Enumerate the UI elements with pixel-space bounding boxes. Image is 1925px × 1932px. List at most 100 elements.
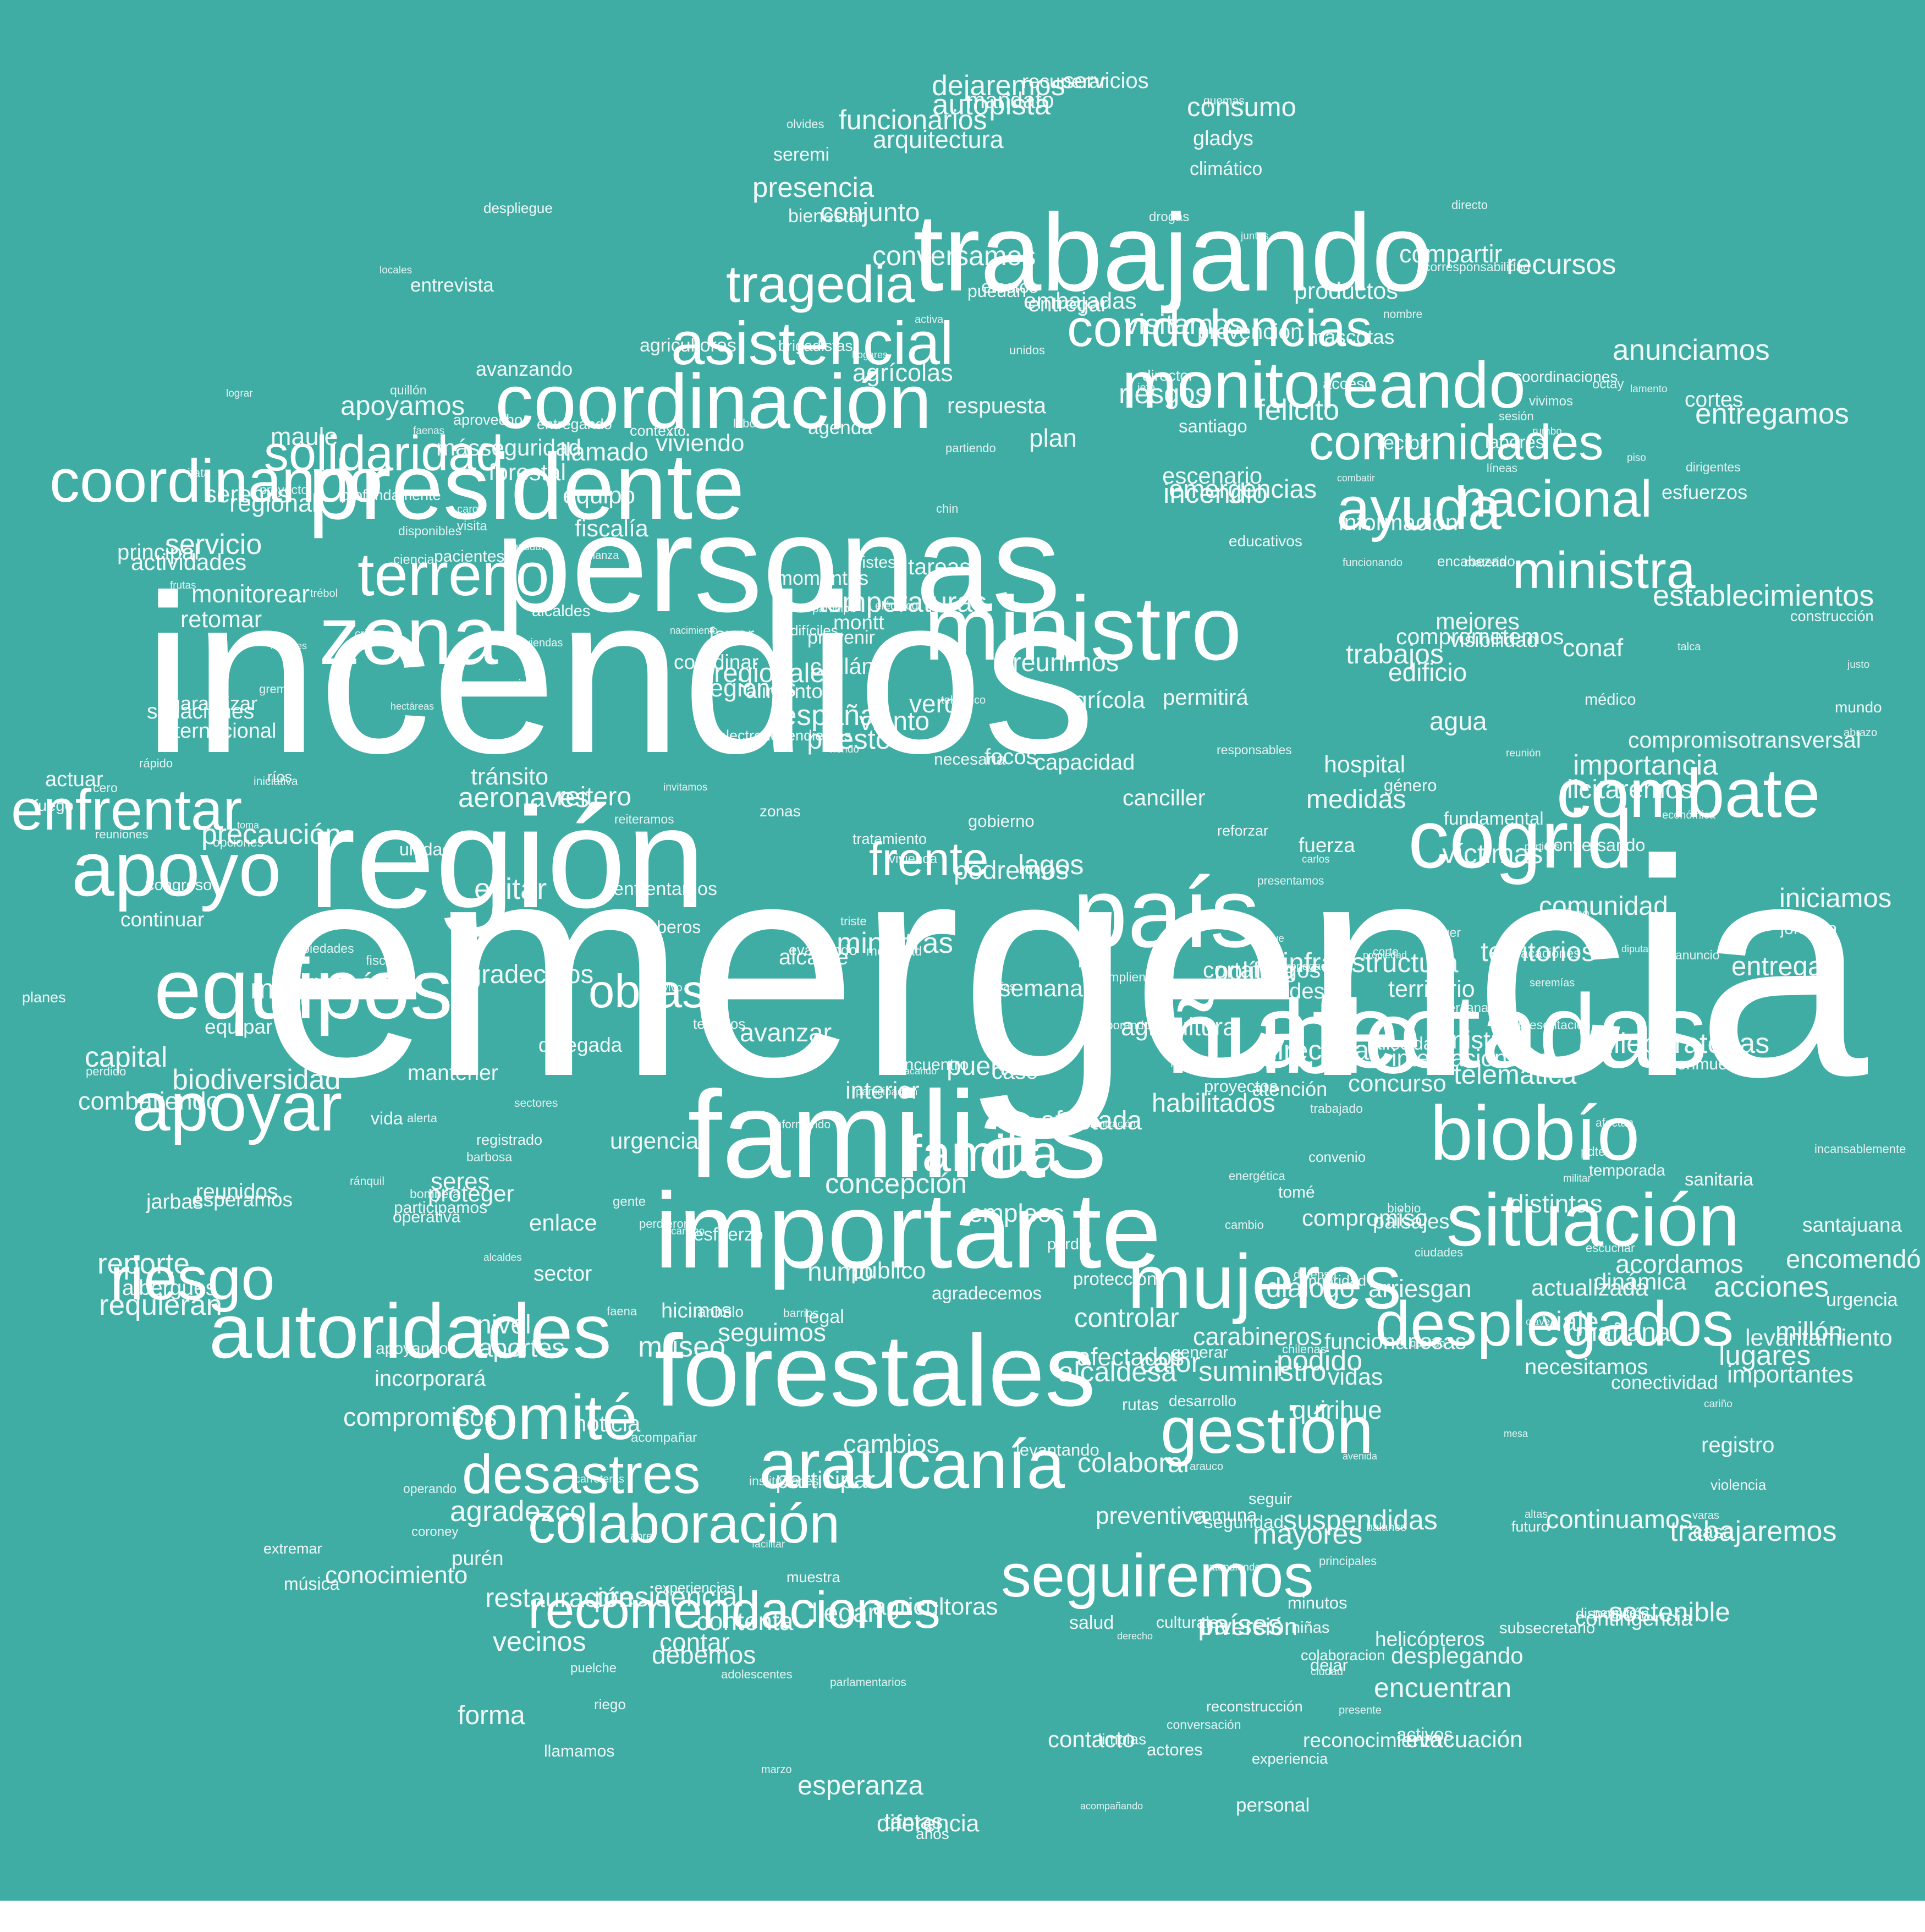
cloud-word-fuerza: fuerza xyxy=(1299,834,1355,857)
cloud-word-viento: viento xyxy=(859,707,930,736)
cloud-word-reconstrucción: reconstrucción xyxy=(1206,1698,1303,1715)
cloud-word-mundo: mundo xyxy=(1835,699,1882,716)
cloud-word-materia: materia xyxy=(1464,555,1506,569)
cloud-word-productos: productos xyxy=(1294,278,1398,304)
cloud-word-sector: sector xyxy=(534,1262,592,1286)
cloud-word-avenida: avenida xyxy=(1343,1451,1378,1462)
cloud-word-trabajaremos: trabajaremos xyxy=(1670,1516,1837,1547)
cloud-word-alerta: alerta xyxy=(407,1111,438,1125)
cloud-word-podido: podido xyxy=(1277,1345,1363,1377)
cloud-word-limpias: limpias xyxy=(1098,1731,1147,1748)
cloud-word-mejores: mejores xyxy=(1436,608,1520,635)
cloud-word-económica: económica xyxy=(1662,809,1715,821)
cloud-word-condolencias: condolencias xyxy=(1067,299,1372,358)
cloud-word-parlamentarios: parlamentarios xyxy=(830,1676,906,1689)
cloud-word-emergencias: emergencias xyxy=(1169,474,1317,503)
cloud-word-necesitamos: necesitamos xyxy=(1525,1355,1648,1379)
cloud-word-viaje: viaje xyxy=(1542,1306,1599,1337)
cloud-word-rutas: rutas xyxy=(1122,1396,1159,1414)
cloud-word-jornada: jornada xyxy=(1780,919,1838,938)
cloud-word-responsables: responsables xyxy=(1217,743,1292,757)
cloud-word-equipar: equipar xyxy=(205,1016,273,1038)
cloud-word-gente: gente xyxy=(613,1194,646,1209)
cloud-word-vidas: vidas xyxy=(1328,1364,1383,1390)
cloud-word-itata: itata xyxy=(188,466,211,480)
cloud-word-vecinos: vecinos xyxy=(493,1626,586,1657)
cloud-word-despliegue: despliegue xyxy=(483,200,553,216)
cloud-word-jarbas: jarbas xyxy=(146,1190,204,1214)
cloud-word-recoger: recoger xyxy=(1418,925,1461,940)
cloud-word-recordar: recordar xyxy=(307,978,398,1005)
cloud-word-país: país xyxy=(1072,858,1260,968)
cloud-word-quirihue: quirihue xyxy=(1292,1396,1382,1424)
cloud-word-dirigentes: dirigentes xyxy=(1686,460,1741,474)
cloud-word-arauco: arauco xyxy=(1190,1461,1224,1473)
cloud-word-chin: chin xyxy=(936,502,959,515)
cloud-word-sectores: sectores xyxy=(514,1097,558,1110)
cloud-word-evitar: evitar xyxy=(474,872,547,905)
cloud-word-alianza: alianza xyxy=(584,550,619,562)
cloud-word-propiedad: propiedad xyxy=(1363,949,1407,960)
cloud-word-activos: activos xyxy=(1396,1724,1453,1744)
cloud-word-seguir: seguir xyxy=(1248,1490,1292,1508)
cloud-word-visita: visita xyxy=(457,519,487,534)
cloud-word-unidad: unidad xyxy=(399,839,453,859)
cloud-word-frutas: frutas xyxy=(170,580,196,591)
cloud-word-lamento: lamento xyxy=(1630,383,1668,395)
cloud-word-suspendidas: suspendidas xyxy=(1283,1505,1438,1535)
cloud-word-toma: toma xyxy=(237,820,260,831)
cloud-word-anuncio: anuncio xyxy=(1675,948,1720,962)
cloud-word-apoyando: apoyando xyxy=(376,1340,448,1358)
cloud-word-talca: talca xyxy=(1678,641,1701,653)
cloud-word-fiscal: fiscal xyxy=(366,953,396,968)
cloud-word-proteger: proteger xyxy=(428,1181,514,1206)
cloud-word-adolescentes: adolescentes xyxy=(721,1667,793,1681)
cloud-word-extremar: extremar xyxy=(263,1540,322,1557)
cloud-word-emergencia: emergencia xyxy=(258,796,1868,1140)
cloud-word-operativa: operativa xyxy=(393,1208,461,1226)
cloud-word-médico: médico xyxy=(1585,691,1636,709)
cloud-word-acceso: acceso xyxy=(1323,375,1373,393)
cloud-word-acciones: acciones xyxy=(1714,1271,1829,1303)
cloud-word-infraestructura: infraestructura xyxy=(1283,947,1459,978)
cloud-word-sostenible: sostenible xyxy=(1609,1598,1730,1627)
cloud-word-evaluando: evaluando xyxy=(789,942,857,958)
cloud-word-levantando: levantando xyxy=(1016,1440,1099,1459)
cloud-word-agradecidos: agradecidos xyxy=(453,959,594,989)
cloud-word-prevenir: prevenir xyxy=(807,627,875,648)
cloud-word-violencia: violencia xyxy=(1711,1477,1767,1493)
cloud-word-presencia: presencia xyxy=(752,172,875,203)
cloud-word-propiedades: propiedades xyxy=(284,941,354,956)
cloud-word-agrícolas: agrícolas xyxy=(853,359,953,387)
cloud-word-propagación: propagación xyxy=(1280,960,1341,973)
cloud-word-momentos: momentos xyxy=(776,567,869,589)
cloud-word-carabineros: carabineros xyxy=(1193,1322,1323,1351)
cloud-word-seguridad: seguridad xyxy=(1204,1512,1284,1532)
cloud-word-movilidad: movilidad xyxy=(866,944,922,959)
cloud-word-combate: combate xyxy=(1557,755,1821,832)
cloud-word-juntos: juntos xyxy=(1241,230,1269,242)
cloud-word-esfuerzo: esfuerzo xyxy=(694,1224,763,1244)
cloud-word-teleférico: teleférico xyxy=(941,694,986,706)
cloud-word-incendios: incendios xyxy=(143,548,1096,800)
cloud-word-gobierno: gobierno xyxy=(968,811,1035,831)
cloud-word-incansablemente: incansablemente xyxy=(1814,1142,1906,1156)
cloud-word-facilitar: facilitar xyxy=(752,1539,785,1550)
cloud-word-millón: millón xyxy=(1775,1316,1843,1346)
cloud-word-sesión: sesión xyxy=(1499,409,1534,423)
cloud-word-participar: participar xyxy=(776,1467,875,1494)
cloud-word-comuna: comuna xyxy=(1192,1505,1257,1525)
cloud-word-hicimos: hicimos xyxy=(661,1299,732,1322)
cloud-word-albergues: albergues xyxy=(122,1276,217,1300)
cloud-word-equipo: equipo xyxy=(563,482,636,509)
cloud-word-biobío: biobío xyxy=(1430,1090,1640,1176)
cloud-word-instituciones: instituciones xyxy=(749,1474,819,1488)
cloud-word-capital: capital xyxy=(85,1041,168,1073)
cloud-word-contingencia: contingencia xyxy=(1575,1607,1693,1631)
cloud-word-chillán: chillán xyxy=(810,654,875,679)
cloud-word-prevención: prevención xyxy=(1197,320,1302,344)
cloud-word-seremis: seremis xyxy=(205,481,290,508)
cloud-word-agua: agua xyxy=(1429,706,1487,736)
cloud-word-mayores: mayores xyxy=(1253,1518,1363,1550)
cloud-word-autoridades: autoridades xyxy=(209,1288,612,1374)
